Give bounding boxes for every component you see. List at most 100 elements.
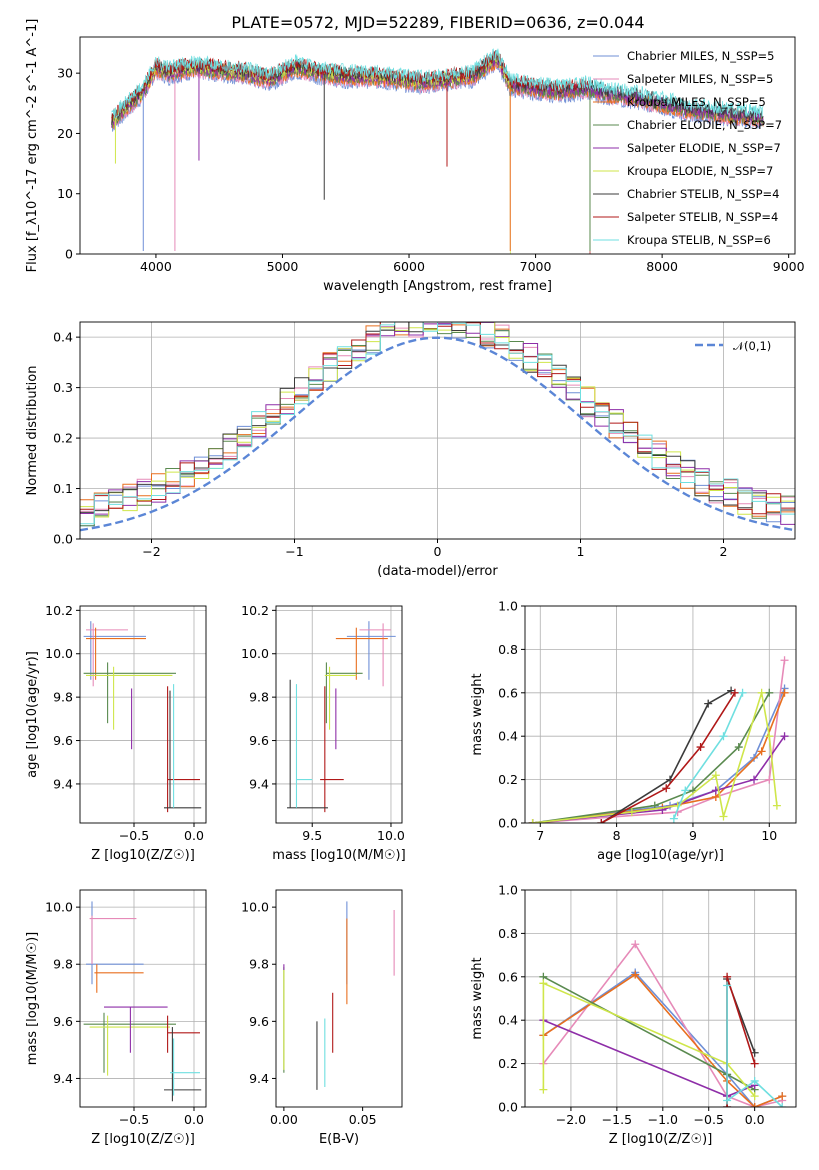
weight-marker bbox=[778, 1092, 787, 1101]
y-tick-label: 9.8 bbox=[53, 690, 73, 705]
x-tick-label: −1 bbox=[285, 544, 303, 559]
weight-line bbox=[532, 692, 778, 823]
y-axis-label: mass weight bbox=[470, 957, 485, 1039]
y-axis-label: age [log10(age/yr)] bbox=[25, 651, 40, 778]
plot-area bbox=[80, 322, 795, 539]
y-tick-label: 0.4 bbox=[498, 1013, 518, 1028]
y-axis-label: mass weight bbox=[470, 673, 485, 755]
weight-marker bbox=[765, 688, 774, 697]
weight-marker bbox=[711, 771, 720, 780]
histogram-series bbox=[80, 322, 795, 539]
legend-label: Kroupa STELIB, N_SSP=6 bbox=[627, 233, 771, 247]
panel-mass-vs-ebv: 0.00 0.05 9.4 9.6 9.8 10.0 E(B-V) bbox=[241, 889, 403, 1147]
legend-label: Kroupa ELODIE, N_SSP=7 bbox=[627, 164, 773, 178]
x-axis-label: Z [log10(Z/Z☉)] bbox=[91, 848, 195, 863]
y-tick-label: 0.6 bbox=[498, 969, 518, 984]
axes-frame bbox=[79, 321, 796, 540]
x-tick-label: −0.5 bbox=[119, 828, 149, 843]
axes-frame bbox=[79, 605, 207, 824]
weight-marker bbox=[528, 819, 537, 823]
plot-area bbox=[83, 901, 202, 1102]
axes-frame bbox=[524, 889, 797, 1108]
legend-label: Salpeter STELIB, N_SSP=4 bbox=[627, 210, 778, 224]
weight-marker bbox=[780, 732, 789, 741]
weight-line bbox=[600, 692, 736, 823]
y-tick-label: 0.0 bbox=[53, 532, 73, 547]
weight-marker bbox=[734, 743, 743, 752]
y-tick-label: 0.8 bbox=[498, 642, 518, 657]
y-tick-label: 1.0 bbox=[498, 599, 518, 614]
y-tick-label: 30 bbox=[57, 66, 73, 81]
weight-marker bbox=[719, 732, 728, 741]
y-tick-label: 20 bbox=[57, 126, 73, 141]
x-tick-label: −2.0 bbox=[556, 1112, 586, 1127]
y-tick-label: 9.8 bbox=[249, 690, 269, 705]
x-tick-label: −1.0 bbox=[648, 1112, 678, 1127]
panels: 4000 5000 6000 7000 8000 90000102030wavelengt… bbox=[25, 19, 805, 1147]
x-axis-label: mass [log10(M/M☉)] bbox=[272, 848, 405, 863]
spectrum-line bbox=[111, 50, 764, 125]
weight-marker bbox=[780, 656, 789, 665]
weight-marker bbox=[681, 786, 690, 795]
weight-marker bbox=[539, 979, 548, 988]
y-tick-label: 9.6 bbox=[249, 733, 269, 748]
weight-marker bbox=[669, 814, 678, 823]
legend-label: Chabrier MILES, N_SSP=5 bbox=[627, 49, 774, 63]
x-tick-label: 6000 bbox=[393, 259, 425, 274]
weight-marker bbox=[750, 1059, 759, 1068]
x-tick-label: 9.5 bbox=[302, 828, 322, 843]
legend-label: 𝒩(0,1) bbox=[733, 339, 771, 353]
x-tick-label: 10.0 bbox=[377, 828, 405, 843]
y-tick-label: 0.2 bbox=[498, 1056, 518, 1071]
legend-label: Kroupa MILES, N_SSP=5 bbox=[627, 95, 766, 109]
weight-marker bbox=[765, 732, 774, 741]
axes-frame bbox=[275, 889, 403, 1108]
weight-marker bbox=[597, 819, 606, 823]
x-tick-label: −0.5 bbox=[119, 1112, 149, 1127]
weight-line bbox=[726, 985, 783, 1107]
x-tick-label: 0.00 bbox=[270, 1112, 298, 1127]
y-tick-label: 0.2 bbox=[53, 431, 73, 446]
y-tick-label: 0.8 bbox=[498, 926, 518, 941]
panel-age-vs-mass: 9.5 10.0 9.4 9.6 9.8 10.0 10.2 mass [log10(M/M☉… bbox=[241, 603, 406, 863]
plot-area bbox=[528, 656, 789, 823]
weight-marker bbox=[757, 688, 766, 697]
x-tick-label: 2 bbox=[720, 544, 728, 559]
y-tick-label: 10.0 bbox=[45, 900, 73, 915]
x-tick-label: −0.5 bbox=[694, 1112, 724, 1127]
normal-curve bbox=[80, 336, 795, 532]
x-tick-label: 8000 bbox=[646, 259, 678, 274]
weight-marker bbox=[750, 1076, 759, 1085]
y-tick-label: 1.0 bbox=[498, 883, 518, 898]
plot-area bbox=[283, 901, 395, 1090]
x-axis-label: (data-model)/error bbox=[377, 564, 498, 579]
y-tick-label: 9.4 bbox=[53, 1071, 73, 1086]
x-axis-label: Z [log10(Z/Z☉)] bbox=[91, 1132, 195, 1147]
weight-marker bbox=[631, 940, 640, 949]
legend-label: Chabrier STELIB, N_SSP=4 bbox=[627, 187, 779, 201]
weight-marker bbox=[696, 743, 705, 752]
plot-area bbox=[111, 48, 764, 254]
weight-marker bbox=[757, 747, 766, 756]
panel-weight-vs-age: 7 8 9 10 0.0 0.2 0.4 0.6 0.8 1.0 age [log10(age/yr… bbox=[470, 599, 797, 863]
weight-line bbox=[543, 1019, 755, 1098]
panel-residuals: −2 −1 0 1 2 0.0 0.1 0.2 0.3 0.4 (data-model)/error… bbox=[25, 321, 796, 579]
y-axis-label: Flux [f_λ10^-17 erg cm^-2 s^-1 A^-1] bbox=[25, 19, 40, 273]
weight-line bbox=[532, 688, 786, 823]
axes-frame bbox=[275, 605, 403, 824]
x-tick-label: 8 bbox=[613, 828, 621, 843]
weight-marker bbox=[704, 699, 713, 708]
legend-label: Chabrier ELODIE, N_SSP=7 bbox=[627, 118, 782, 132]
y-tick-label: 0.0 bbox=[498, 1100, 518, 1115]
y-tick-label: 9.6 bbox=[249, 1014, 269, 1029]
y-tick-label: 10.2 bbox=[45, 603, 73, 618]
figure-title: PLATE=0572, MJD=52289, FIBERID=0636, z=0… bbox=[231, 13, 644, 32]
y-tick-label: 9.8 bbox=[249, 957, 269, 972]
weight-marker bbox=[765, 775, 774, 784]
weight-marker bbox=[627, 808, 636, 817]
y-tick-label: 10.0 bbox=[45, 646, 73, 661]
y-tick-label: 10.0 bbox=[241, 900, 269, 915]
x-tick-label: 1 bbox=[577, 544, 585, 559]
histogram-series bbox=[80, 322, 795, 539]
